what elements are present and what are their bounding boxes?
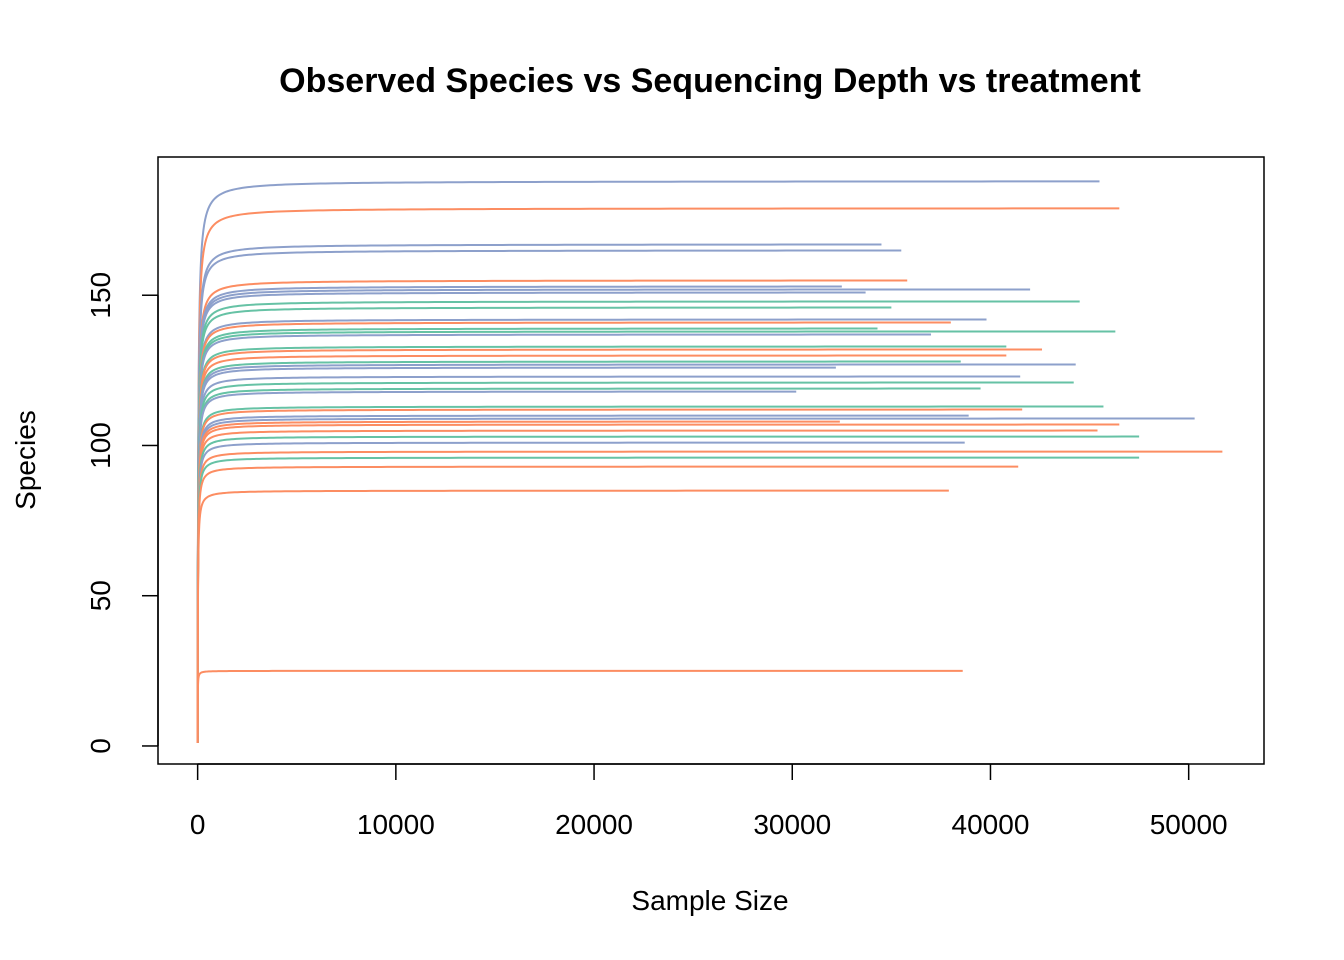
x-tick-label: 10000 [357,809,435,840]
curve-green [196,330,1116,743]
y-tick-label: 50 [85,580,116,611]
curve-orange [196,489,949,743]
curve-blue [196,417,1195,743]
curve-orange [196,321,951,743]
curve-orange [196,423,1120,743]
curve-blue [196,291,866,743]
curve-green [196,435,1140,743]
curve-orange [196,450,1223,743]
curve-green [196,381,1074,743]
x-tick-label: 20000 [555,809,633,840]
curve-blue [196,375,1021,743]
x-tick-label: 40000 [952,809,1030,840]
curve-blue [196,390,797,743]
curve-blue [196,318,987,743]
x-tick-label: 30000 [753,809,831,840]
curve-orange [196,279,908,743]
curve-orange [196,207,1120,743]
curve-green [196,327,878,743]
curve-green [196,306,892,743]
curve-orange [196,669,963,743]
x-axis-label: Sample Size [631,885,788,916]
curve-blue [196,333,932,743]
curve-blue [196,243,882,743]
curve-blue [196,249,902,743]
curve-orange [196,429,1098,743]
curve-orange [196,465,1019,743]
curve-orange [196,348,1043,743]
x-axis: 0 10000 20000 30000 40000 50000 [190,763,1228,840]
curve-green [196,387,981,743]
curve-blue [196,288,1031,743]
curve-green [196,405,1104,743]
curve-green [196,456,1140,743]
curve-green [196,300,1080,743]
curve-orange [196,408,1023,743]
y-tick-label: 100 [85,422,116,469]
y-axis-label: Species [10,410,41,510]
curve-orange [196,354,1007,743]
curve-blue [196,414,969,743]
curve-blue [196,366,836,743]
curve-blue [196,285,842,743]
curves-layer [196,180,1223,743]
curve-orange [196,420,840,743]
curve-green [196,360,961,743]
curve-blue [196,441,965,743]
x-tick-label: 0 [190,809,206,840]
curve-blue [196,363,1076,743]
x-tick-label: 50000 [1150,809,1228,840]
plot-frame [157,156,1265,765]
y-tick-label: 150 [85,272,116,319]
y-axis: 0 50 100 150 [85,272,159,754]
curve-green [196,345,1007,743]
chart-title: Observed Species vs Sequencing Depth vs … [279,62,1141,100]
curve-blue [196,180,1100,743]
y-tick-label: 0 [85,738,116,754]
